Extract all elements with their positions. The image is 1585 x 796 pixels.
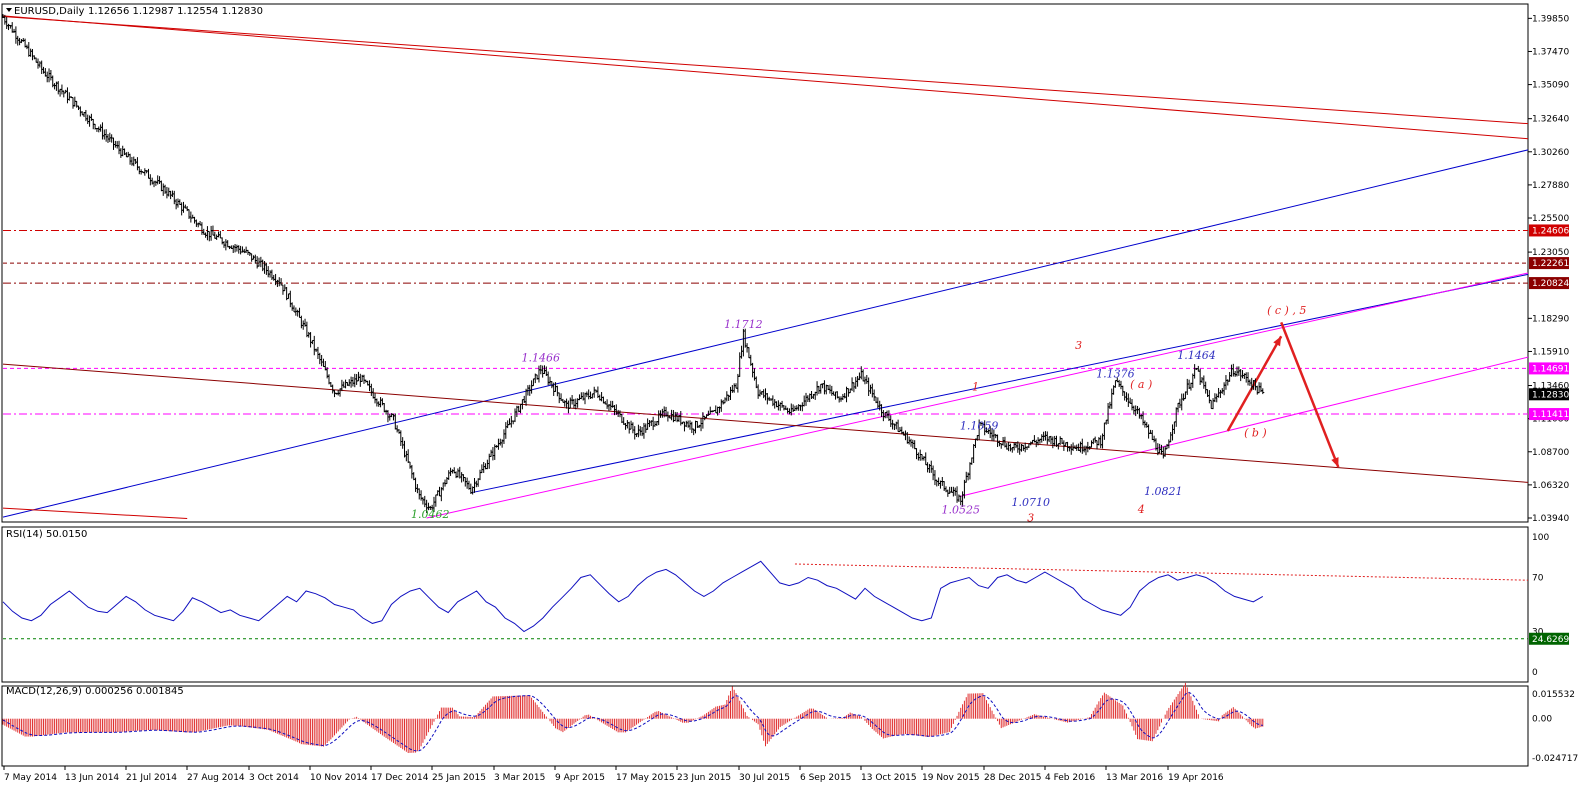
time-tick-label: 13 Oct 2015 [861, 773, 917, 783]
rsi-tick-label: 100 [1532, 533, 1549, 543]
trendline-brown-mid [2, 363, 1529, 483]
wave-annotation: 1.0821 [1144, 485, 1183, 498]
price-level-tag-label: 1.14691 [1532, 364, 1569, 374]
wave-annotation: 1.1466 [522, 351, 561, 364]
trendline-red-top-2 [2, 16, 1529, 125]
ohlc-header: 1.12656 1.12987 1.12554 1.12830 [88, 6, 263, 17]
time-tick-label: 13 Jun 2014 [65, 773, 119, 783]
time-tick-label: 28 Dec 2015 [984, 773, 1042, 783]
price-tick-label: 1.30260 [1532, 148, 1569, 158]
time-tick-label: 3 Mar 2015 [494, 773, 545, 783]
time-tick-label: 30 Jul 2015 [739, 773, 790, 783]
time-tick-label: 23 Jun 2015 [677, 773, 731, 783]
projection-arrow [1280, 321, 1340, 468]
trendline-blue-channel-bottom [470, 273, 1529, 494]
projection-arrow-head [1273, 336, 1282, 347]
time-tick-label: 7 May 2014 [4, 773, 57, 783]
time-tick-label: 9 Apr 2015 [555, 773, 605, 783]
time-tick-label: 3 Oct 2014 [249, 773, 299, 783]
trendline-red-bottom [2, 507, 188, 520]
rsi-level-tag-label: 24.6269 [1532, 635, 1569, 645]
price-level-tag-label: 1.12830 [1532, 390, 1569, 400]
time-tick-label: 19 Apr 2016 [1168, 773, 1224, 783]
trendline-magenta-lower [960, 356, 1529, 497]
time-tick-label: 19 Nov 2015 [922, 773, 980, 783]
price-level-tag [1529, 408, 1569, 421]
time-tick-label: 21 Jul 2014 [126, 773, 177, 783]
macd-label: MACD(12,26,9) 0.000256 0.001845 [6, 686, 184, 697]
time-tick-label: 4 Feb 2016 [1045, 773, 1096, 783]
time-tick-label: 17 May 2015 [616, 773, 675, 783]
wave-annotation: 1.1464 [1177, 349, 1216, 362]
wave-annotation: 3 [1027, 511, 1034, 524]
time-tick-label: 25 Jan 2015 [432, 773, 486, 783]
rsi-label: RSI(14) 50.0150 [6, 529, 87, 540]
price-level-tag-label: 1.20824 [1532, 279, 1569, 289]
wave-annotation: 1.1059 [960, 420, 999, 433]
wave-annotation: 1.1712 [724, 318, 763, 331]
price-tick-label: 1.37470 [1532, 47, 1569, 57]
price-tick-label: 1.06320 [1532, 481, 1569, 491]
price-level-tag [1529, 257, 1569, 270]
price-tick-label: 1.35090 [1532, 81, 1569, 91]
price-level-tag [1529, 388, 1569, 401]
price-tick-label: 1.25500 [1532, 214, 1569, 224]
wave-annotation: ( b ) [1244, 426, 1267, 439]
time-tick-label: 17 Dec 2014 [371, 773, 429, 783]
price-tick-label: 1.27880 [1532, 181, 1569, 191]
symbol-header: EURUSD,Daily [14, 6, 85, 17]
wave-annotation: ( c ) , 5 [1267, 304, 1306, 317]
macd-tick-label: 0.00 [1532, 715, 1552, 725]
main-panel-frame [1, 3, 1529, 523]
price-tick-label: 1.08700 [1532, 448, 1569, 458]
price-tick-label: 1.03940 [1532, 514, 1569, 524]
price-tick-label: 1.23050 [1532, 248, 1569, 258]
price-level-tag-label: 1.22261 [1532, 259, 1569, 269]
wave-annotation: 3 [1075, 339, 1082, 352]
trendline-blue-channel-top [2, 149, 1529, 518]
wave-annotation: 1.0525 [941, 504, 980, 517]
wave-annotation: 4 [1137, 503, 1145, 516]
price-tick-label: 1.32640 [1532, 115, 1569, 125]
macd-tick-label: 0.015532 [1532, 690, 1575, 700]
rsi-tick-label: 70 [1532, 574, 1544, 584]
trendline-magenta-upper [426, 272, 1529, 519]
projection-arrow [1226, 335, 1283, 432]
price-level-tag [1529, 277, 1569, 290]
wave-annotation: 1 [972, 381, 979, 394]
price-tick-label: 1.15910 [1532, 347, 1569, 357]
price-level-tag-label: 1.24606 [1532, 226, 1569, 236]
price-tick-label: 1.18290 [1532, 314, 1569, 324]
time-tick-label: 27 Aug 2014 [187, 773, 245, 783]
price-level-tag [1529, 224, 1569, 237]
time-tick-label: 6 Sep 2015 [800, 773, 851, 783]
price-tick-label: 1.13460 [1532, 382, 1569, 392]
time-tick-label: 10 Nov 2014 [310, 773, 368, 783]
wave-annotation: 1.0710 [1011, 496, 1050, 509]
price-level-tag [1529, 362, 1569, 375]
rsi-panel-frame [1, 526, 1529, 683]
rsi-tick-label: 0 [1532, 668, 1538, 678]
time-tick-label: 13 Mar 2016 [1106, 773, 1163, 783]
macd-tick-label: -0.024717 [1532, 754, 1578, 764]
rsi-tick-label: 30 [1532, 628, 1544, 638]
price-level-tag-label: 1.11411 [1532, 410, 1569, 420]
rsi-level-tag [1529, 632, 1569, 645]
header-menu-arrow-icon [6, 8, 12, 12]
projection-arrow-head [1331, 457, 1339, 468]
trendline-red-top-1 [2, 15, 1529, 140]
wave-annotation: 1.0462 [411, 508, 450, 521]
rsi-line [2, 560, 1264, 633]
wave-annotation: ( a ) [1130, 378, 1152, 391]
price-tick-label: 1.39850 [1532, 14, 1569, 24]
wave-annotation: 1.1376 [1096, 367, 1135, 380]
